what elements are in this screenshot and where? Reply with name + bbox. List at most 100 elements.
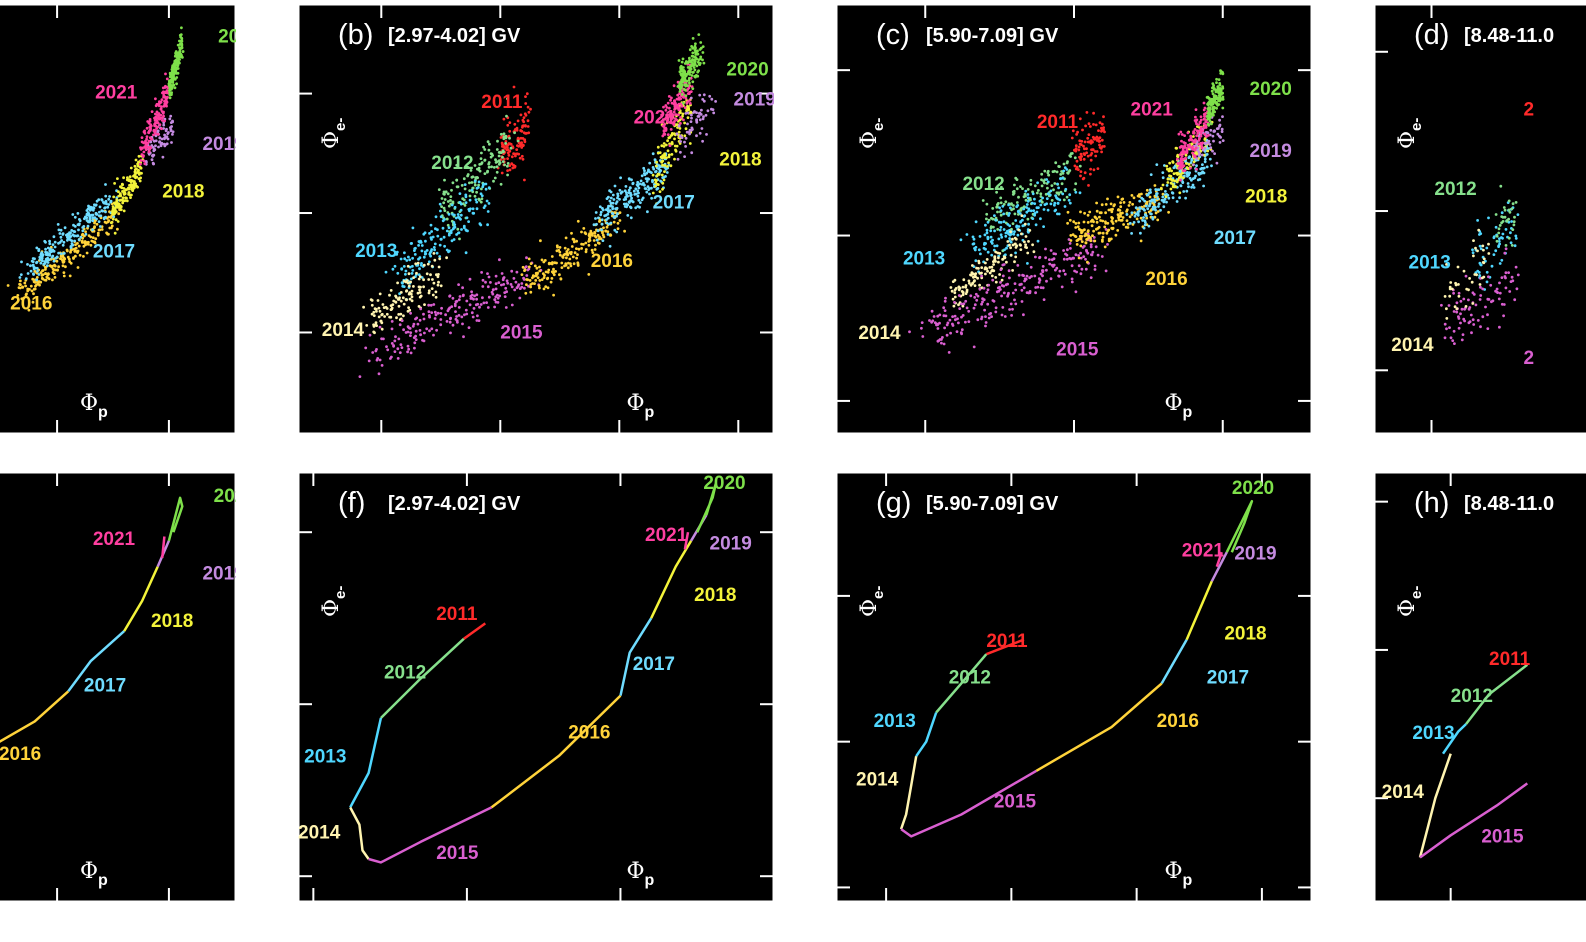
point [414, 329, 418, 333]
point [1212, 130, 1216, 133]
point [930, 309, 934, 313]
x-tick-label: 70 [1063, 442, 1085, 464]
point [53, 240, 57, 244]
series-line-2011 [985, 638, 1025, 656]
point [525, 274, 529, 277]
point [1459, 312, 1462, 316]
point [494, 287, 498, 291]
point [478, 305, 481, 309]
point [974, 245, 978, 249]
point [1011, 291, 1015, 295]
point [1119, 212, 1123, 216]
point [1196, 178, 1200, 182]
point [688, 66, 692, 70]
point [93, 240, 97, 244]
point [502, 157, 506, 161]
point [434, 295, 438, 299]
point [377, 315, 381, 319]
point [1462, 297, 1466, 301]
point [664, 143, 668, 147]
point [1011, 222, 1015, 226]
point [470, 296, 474, 300]
point [1092, 168, 1096, 172]
point [1045, 178, 1048, 181]
point [1154, 211, 1158, 215]
point [688, 56, 691, 60]
panel-frame [834, 2, 1314, 436]
point [1479, 294, 1483, 297]
point [175, 76, 179, 79]
point [639, 201, 642, 205]
point [473, 179, 477, 183]
point [94, 237, 98, 241]
point [686, 92, 690, 95]
point [516, 139, 520, 143]
point [448, 306, 452, 310]
point [487, 295, 491, 299]
point [1086, 221, 1090, 224]
point [1127, 204, 1131, 207]
point [984, 261, 987, 265]
point [1203, 117, 1206, 121]
point [402, 302, 406, 306]
point [90, 239, 94, 243]
point [458, 295, 462, 298]
point [418, 267, 421, 271]
point [512, 152, 515, 156]
point [702, 93, 706, 97]
point [441, 226, 445, 230]
point [136, 164, 140, 168]
point [616, 212, 619, 216]
point [417, 277, 421, 281]
point [443, 209, 447, 213]
point [971, 242, 975, 246]
point [419, 294, 423, 298]
point [62, 256, 66, 260]
point [1094, 245, 1098, 249]
point [31, 277, 35, 281]
point [1462, 269, 1466, 273]
point [1000, 294, 1003, 298]
point [494, 274, 498, 278]
point [1484, 305, 1487, 309]
point [670, 153, 674, 156]
point [1021, 224, 1025, 228]
point [1486, 297, 1490, 301]
panel-label: (c) [876, 19, 910, 51]
point [1212, 84, 1215, 87]
point [1180, 133, 1184, 136]
point [421, 338, 424, 342]
point [427, 310, 431, 314]
point [608, 209, 612, 212]
x-tick-label: 80 [1251, 910, 1273, 932]
point [457, 306, 461, 309]
point [691, 127, 694, 131]
point [93, 203, 96, 207]
point [542, 276, 546, 279]
point [660, 160, 664, 164]
series-line-2015 [1419, 782, 1529, 859]
point [1091, 250, 1095, 254]
point [683, 77, 687, 80]
point [1470, 280, 1474, 284]
point [1510, 220, 1513, 223]
point [1498, 262, 1502, 265]
point [704, 113, 708, 117]
point [1015, 178, 1019, 182]
point [598, 205, 602, 209]
point [1026, 262, 1029, 265]
point [1151, 217, 1155, 221]
point [520, 285, 524, 289]
point [960, 315, 963, 319]
point [1048, 262, 1052, 266]
point [95, 222, 99, 226]
point [1148, 195, 1152, 199]
point [51, 278, 54, 282]
point [1448, 326, 1451, 329]
point [651, 179, 654, 182]
point [1089, 276, 1093, 279]
point [180, 26, 183, 30]
point [1053, 182, 1057, 185]
point [689, 96, 693, 100]
point [505, 279, 509, 283]
